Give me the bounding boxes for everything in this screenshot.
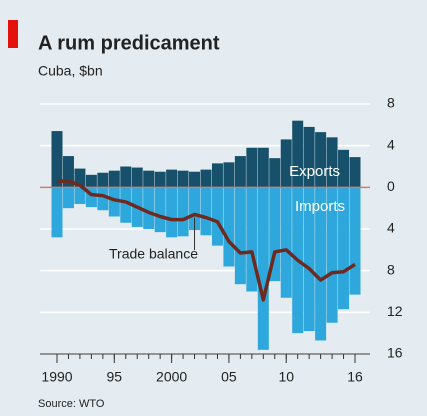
bar xyxy=(97,187,109,211)
bar xyxy=(143,187,155,229)
bar xyxy=(108,187,120,217)
y-tick-label: 4 xyxy=(387,220,395,236)
bar xyxy=(326,187,338,323)
bar xyxy=(74,187,86,204)
bar xyxy=(200,169,212,188)
x-tick-label: 10 xyxy=(278,369,294,385)
bar xyxy=(269,187,281,282)
bar xyxy=(51,187,63,238)
source: Source: WTO xyxy=(38,398,105,410)
bar xyxy=(303,126,315,188)
bar xyxy=(338,149,350,188)
bar xyxy=(246,147,258,188)
y-tick-label: 8 xyxy=(387,95,395,111)
bar xyxy=(223,187,235,267)
bar xyxy=(131,167,143,188)
subtitle: Cuba, $bn xyxy=(38,63,103,79)
bar xyxy=(315,187,327,341)
bar xyxy=(189,187,201,231)
bar xyxy=(74,168,86,188)
line xyxy=(57,179,356,302)
bar xyxy=(338,187,350,310)
series-label: Trade balance xyxy=(109,246,198,262)
red-tab xyxy=(8,20,18,48)
bar xyxy=(292,120,304,188)
bar xyxy=(154,171,166,188)
bar xyxy=(280,139,292,188)
bar xyxy=(62,156,74,188)
bar xyxy=(303,187,315,332)
bar xyxy=(223,162,235,188)
bar xyxy=(326,137,338,188)
bar xyxy=(177,187,189,237)
bar xyxy=(108,170,120,188)
bar xyxy=(349,187,361,295)
bar xyxy=(189,171,201,188)
bar xyxy=(257,147,269,188)
bar xyxy=(51,131,63,188)
bar xyxy=(166,169,178,188)
bar xyxy=(120,166,132,188)
bar xyxy=(246,187,258,292)
y-tick-label: 16 xyxy=(387,345,403,361)
y-tick-label: 12 xyxy=(387,303,403,319)
x-tick-label: 05 xyxy=(221,369,237,385)
x-tick-label: 1990 xyxy=(41,369,72,385)
series-label: Imports xyxy=(295,198,345,215)
bar xyxy=(166,187,178,238)
bar xyxy=(97,172,109,188)
x-tick-label: 2000 xyxy=(156,369,187,385)
bar xyxy=(85,187,97,208)
series-label: Exports xyxy=(289,163,340,180)
x-tick-label: 16 xyxy=(347,369,363,385)
bar xyxy=(154,187,166,233)
bar xyxy=(120,187,132,223)
bar xyxy=(143,170,155,188)
y-tick-label: 8 xyxy=(387,261,395,277)
bar xyxy=(257,187,269,350)
bar xyxy=(234,156,246,188)
bar xyxy=(62,187,74,209)
y-tick-label: 0 xyxy=(387,178,395,194)
bar xyxy=(200,187,212,236)
bar xyxy=(315,132,327,188)
bar xyxy=(269,158,281,188)
bar xyxy=(211,187,223,246)
bar xyxy=(177,170,189,188)
chart-title: A rum predicament xyxy=(38,32,220,54)
bar xyxy=(234,187,246,285)
y-tick-label: 4 xyxy=(387,136,395,152)
bar xyxy=(211,163,223,188)
bar xyxy=(85,174,97,188)
bar xyxy=(349,157,361,188)
x-tick-label: 95 xyxy=(107,369,123,385)
bar xyxy=(280,187,292,298)
